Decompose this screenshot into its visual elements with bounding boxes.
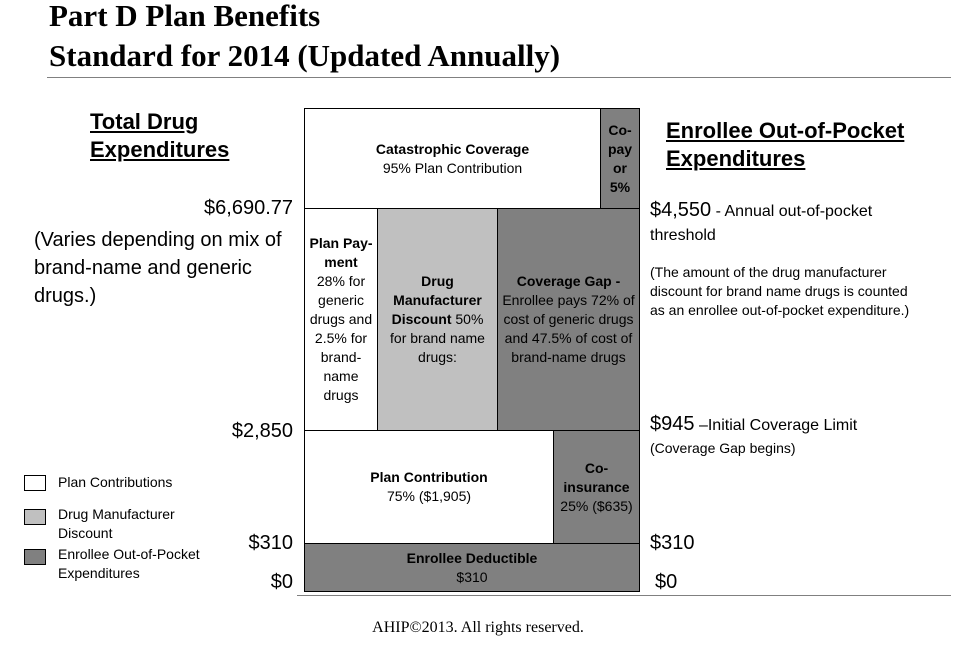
left-mid-amount: $2,850 bbox=[231, 420, 293, 442]
coinsurance-title: Co-insurance bbox=[563, 459, 630, 495]
left-zero: $0 bbox=[270, 571, 293, 593]
coinsurance-box: Co-insurance 25% ($635) bbox=[553, 430, 640, 544]
right-deductible-amount: $310 bbox=[650, 532, 695, 554]
plan-contribution-box: Plan Contribution 75% ($1,905) bbox=[304, 430, 554, 544]
coverage-gap-text: Enrollee pays 72% of cost of generic dru… bbox=[502, 292, 635, 365]
right-heading-line-1: Enrollee Out-of-Pocket bbox=[666, 118, 905, 143]
copay-text: Co-pay or 5% bbox=[607, 121, 633, 195]
left-top-amount: $6,690.77 bbox=[204, 197, 293, 219]
discount-note: (The amount of the drug manufacturer dis… bbox=[650, 264, 910, 318]
catastrophic-text: 95% Plan Contribution bbox=[382, 159, 523, 176]
deductible-text: $310 bbox=[456, 568, 488, 585]
legend-swatch-manufacturer bbox=[24, 509, 46, 525]
plan-payment-box: Plan Pay-ment 28% for generic drugs and … bbox=[304, 208, 378, 431]
left-heading-line-1: Total Drug bbox=[90, 109, 199, 134]
catastrophic-coverage-box: Catastrophic Coverage 95% Plan Contribut… bbox=[304, 108, 601, 209]
left-heading-line-2: Expenditures bbox=[90, 137, 230, 162]
legend-label-manufacturer: Drug Manufacturer Discount bbox=[58, 506, 175, 541]
right-zero: $0 bbox=[655, 571, 678, 593]
right-mid-amount: $945 bbox=[650, 413, 695, 435]
right-heading: Enrollee Out-of-Pocket Expenditures bbox=[666, 117, 904, 173]
coverage-gap-begins-note: (Coverage Gap begins) bbox=[650, 440, 796, 456]
legend-label-enrollee: Enrollee Out-of-Pocket Expenditures bbox=[58, 546, 200, 581]
left-deductible-amount: $310 bbox=[248, 532, 294, 554]
legend-swatch-enrollee bbox=[24, 549, 46, 565]
manufacturer-content: Drug Manufacturer Discount 50% for brand… bbox=[382, 272, 493, 367]
manufacturer-text: 50% for brand name drugs: bbox=[390, 311, 485, 365]
plan-contribution-title: Plan Contribution bbox=[370, 469, 488, 485]
coverage-gap-box: Coverage Gap - Enrollee pays 72% of cost… bbox=[497, 208, 640, 431]
catastrophic-title: Catastrophic Coverage bbox=[375, 140, 530, 157]
manufacturer-discount-box: Drug Manufacturer Discount 50% for brand… bbox=[377, 208, 498, 431]
baseline-rule bbox=[297, 595, 951, 596]
right-mid-desc: –Initial Coverage Limit bbox=[694, 417, 858, 434]
title-line-2: Standard for 2014 (Updated Annually) bbox=[49, 38, 561, 73]
right-top-amount: $4,550 bbox=[650, 199, 712, 221]
right-mid-label: $945 –Initial Coverage Limit bbox=[650, 413, 940, 436]
plan-payment-title: Plan Pay-ment bbox=[309, 235, 373, 270]
varies-note: (Varies depending on mix of brand-name a… bbox=[34, 229, 282, 307]
plan-payment-text: 28% for generic drugs and 2.5% for brand… bbox=[309, 273, 373, 403]
right-heading-line-2: Expenditures bbox=[666, 146, 806, 171]
copay-box: Co-pay or 5% bbox=[600, 108, 640, 209]
legend-swatch-plan bbox=[24, 475, 46, 491]
plan-contribution-text: 75% ($1,905) bbox=[386, 488, 472, 504]
right-top-label: $4,550 - Annual out-of-pocket threshold bbox=[650, 198, 890, 248]
manufacturer-title: Drug Manufacturer Discount bbox=[391, 273, 482, 327]
coinsurance-text: 25% ($635) bbox=[560, 497, 633, 514]
coverage-gap-title: Coverage Gap - bbox=[516, 273, 621, 289]
title-line-1: Part D Plan Benefits bbox=[49, 0, 321, 33]
deductible-title: Enrollee Deductible bbox=[406, 549, 538, 566]
left-heading: Total Drug Expenditures bbox=[90, 108, 229, 164]
right-top-desc: - Annual out-of-pocket threshold bbox=[650, 203, 873, 244]
copyright-footer: AHIP©2013. All rights reserved. bbox=[372, 619, 584, 636]
deductible-box: Enrollee Deductible $310 bbox=[304, 543, 640, 592]
legend-label-plan: Plan Contributions bbox=[58, 474, 173, 490]
title-rule bbox=[47, 77, 951, 78]
